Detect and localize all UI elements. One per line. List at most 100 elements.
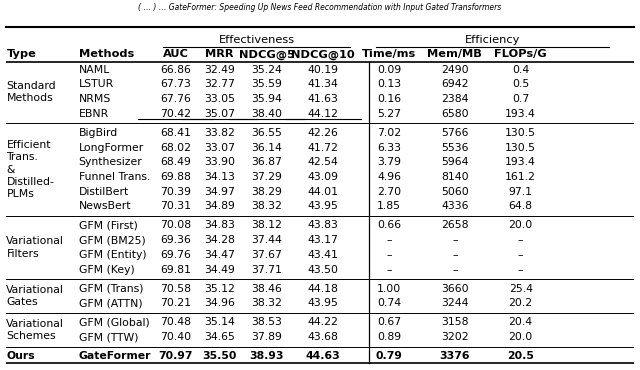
Text: 37.29: 37.29 — [252, 172, 282, 182]
Text: 6.33: 6.33 — [377, 142, 401, 152]
Text: 35.59: 35.59 — [252, 79, 282, 89]
Text: 43.17: 43.17 — [308, 235, 339, 245]
Text: 193.4: 193.4 — [505, 157, 536, 167]
Text: 42.26: 42.26 — [308, 128, 339, 138]
Text: EBNR: EBNR — [79, 109, 109, 119]
Text: 36.55: 36.55 — [252, 128, 282, 138]
Text: GFM (Trans): GFM (Trans) — [79, 284, 143, 294]
Text: ( … ) … GateFormer: Speeding Up News Feed Recommendation with Input Gated Transf: ( … ) … GateFormer: Speeding Up News Fee… — [138, 3, 502, 11]
Text: GFM (First): GFM (First) — [79, 221, 138, 231]
Text: 97.1: 97.1 — [509, 187, 532, 197]
Text: 70.58: 70.58 — [160, 284, 191, 294]
Text: 38.12: 38.12 — [252, 221, 282, 231]
Text: 43.09: 43.09 — [308, 172, 339, 182]
Text: 20.0: 20.0 — [509, 332, 533, 342]
Text: 0.13: 0.13 — [377, 79, 401, 89]
Text: GFM (Entity): GFM (Entity) — [79, 250, 146, 260]
Text: 44.22: 44.22 — [308, 317, 339, 327]
Text: 35.07: 35.07 — [204, 109, 235, 119]
Text: 69.81: 69.81 — [160, 265, 191, 275]
Text: 0.66: 0.66 — [377, 221, 401, 231]
Text: 69.88: 69.88 — [160, 172, 191, 182]
Text: Variational
Schemes: Variational Schemes — [6, 319, 64, 341]
Text: 2490: 2490 — [441, 65, 468, 75]
Text: MRR: MRR — [205, 50, 234, 60]
Text: LSTUR: LSTUR — [79, 79, 114, 89]
Text: 41.34: 41.34 — [308, 79, 339, 89]
Text: AUC: AUC — [163, 50, 189, 60]
Text: Type: Type — [6, 50, 36, 60]
Text: NewsBert: NewsBert — [79, 201, 131, 212]
Text: GFM (Key): GFM (Key) — [79, 265, 134, 275]
Text: –: – — [452, 250, 458, 260]
Text: 34.83: 34.83 — [204, 221, 235, 231]
Text: 0.79: 0.79 — [376, 351, 403, 361]
Text: 2.70: 2.70 — [377, 187, 401, 197]
Text: 36.87: 36.87 — [252, 157, 282, 167]
Text: 44.01: 44.01 — [308, 187, 339, 197]
Text: 70.40: 70.40 — [160, 332, 191, 342]
Text: 20.2: 20.2 — [509, 298, 532, 308]
Text: –: – — [518, 265, 524, 275]
Text: 34.65: 34.65 — [204, 332, 235, 342]
Text: 43.68: 43.68 — [308, 332, 339, 342]
Text: 2384: 2384 — [441, 94, 468, 104]
Text: 34.49: 34.49 — [204, 265, 235, 275]
Text: 33.07: 33.07 — [204, 142, 235, 152]
Text: 33.90: 33.90 — [204, 157, 235, 167]
Text: 2658: 2658 — [441, 221, 468, 231]
Text: 20.5: 20.5 — [508, 351, 534, 361]
Text: 38.32: 38.32 — [252, 298, 282, 308]
Text: 35.24: 35.24 — [252, 65, 282, 75]
Text: NDCG@10: NDCG@10 — [291, 49, 355, 60]
Text: 44.12: 44.12 — [308, 109, 339, 119]
Text: 35.12: 35.12 — [204, 284, 235, 294]
Text: 40.19: 40.19 — [308, 65, 339, 75]
Text: 6580: 6580 — [441, 109, 468, 119]
Text: 42.54: 42.54 — [308, 157, 339, 167]
Text: GFM (BM25): GFM (BM25) — [79, 235, 145, 245]
Text: GFM (TTW): GFM (TTW) — [79, 332, 138, 342]
Text: –: – — [518, 235, 524, 245]
Text: Mem/MB: Mem/MB — [428, 50, 483, 60]
Text: 130.5: 130.5 — [505, 142, 536, 152]
Text: 6942: 6942 — [441, 79, 468, 89]
Text: 33.82: 33.82 — [204, 128, 235, 138]
Text: GateFormer: GateFormer — [79, 351, 151, 361]
Text: 35.94: 35.94 — [252, 94, 282, 104]
Text: Variational
Gates: Variational Gates — [6, 285, 64, 307]
Text: Variational
Filters: Variational Filters — [6, 236, 64, 259]
Text: 0.4: 0.4 — [512, 65, 529, 75]
Text: 5.27: 5.27 — [377, 109, 401, 119]
Text: 4336: 4336 — [441, 201, 468, 212]
Text: 37.71: 37.71 — [252, 265, 282, 275]
Text: –: – — [387, 235, 392, 245]
Text: 37.67: 37.67 — [252, 250, 282, 260]
Text: NRMS: NRMS — [79, 94, 111, 104]
Text: Efficiency: Efficiency — [465, 34, 520, 44]
Text: Ours: Ours — [6, 351, 35, 361]
Text: 70.08: 70.08 — [160, 221, 191, 231]
Text: 25.4: 25.4 — [509, 284, 532, 294]
Text: 3158: 3158 — [441, 317, 468, 327]
Text: FLOPs/G: FLOPs/G — [494, 50, 547, 60]
Text: 64.8: 64.8 — [509, 201, 532, 212]
Text: 38.46: 38.46 — [252, 284, 282, 294]
Text: 20.0: 20.0 — [509, 221, 533, 231]
Text: 3376: 3376 — [440, 351, 470, 361]
Text: GFM (ATTN): GFM (ATTN) — [79, 298, 142, 308]
Text: –: – — [452, 235, 458, 245]
Text: 68.41: 68.41 — [160, 128, 191, 138]
Text: 34.28: 34.28 — [204, 235, 235, 245]
Text: 44.63: 44.63 — [306, 351, 340, 361]
Text: 38.29: 38.29 — [252, 187, 282, 197]
Text: 4.96: 4.96 — [377, 172, 401, 182]
Text: 32.77: 32.77 — [204, 79, 235, 89]
Text: 67.73: 67.73 — [160, 79, 191, 89]
Text: 70.21: 70.21 — [160, 298, 191, 308]
Text: 35.14: 35.14 — [204, 317, 235, 327]
Text: 43.95: 43.95 — [308, 201, 339, 212]
Text: 43.83: 43.83 — [308, 221, 339, 231]
Text: 8140: 8140 — [441, 172, 468, 182]
Text: 3202: 3202 — [441, 332, 468, 342]
